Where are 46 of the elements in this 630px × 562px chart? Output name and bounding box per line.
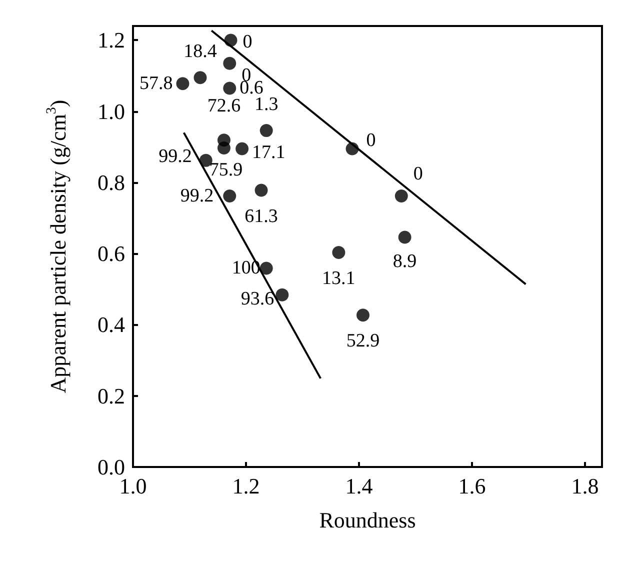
annotation: 18.4 xyxy=(184,41,218,62)
x-tick-label: 1.8 xyxy=(571,474,599,498)
annotation: 8.9 xyxy=(392,250,417,272)
annotation: 17.1 xyxy=(252,142,286,164)
annotation: 0 xyxy=(413,164,423,184)
point xyxy=(276,288,289,302)
point xyxy=(217,141,230,154)
point xyxy=(199,154,212,167)
point xyxy=(398,230,412,244)
point xyxy=(356,308,370,322)
point xyxy=(332,246,346,260)
y-tick-label: 0.2 xyxy=(98,383,125,408)
point xyxy=(223,56,236,70)
annotation: 75.9 xyxy=(209,159,243,180)
annotation: 13.1 xyxy=(322,268,356,290)
annotation: 0 xyxy=(242,32,252,53)
point xyxy=(176,77,190,90)
y-axis-title: Apparent particle density (g/cm3) xyxy=(44,100,70,394)
y-tick-label: 1.2 xyxy=(98,28,125,53)
y-tick-label: 0.6 xyxy=(98,241,125,266)
point xyxy=(236,142,249,156)
point xyxy=(346,142,359,156)
point xyxy=(223,190,236,202)
y-tick-label: 1.0 xyxy=(98,98,125,124)
x-tick-label: 1.2 xyxy=(232,474,260,498)
point xyxy=(223,82,236,95)
point xyxy=(194,71,207,84)
point xyxy=(260,124,273,138)
x-axis-title: Roundness xyxy=(319,508,416,532)
point xyxy=(394,190,408,202)
point xyxy=(224,34,238,47)
annotation: 99.2 xyxy=(180,186,214,206)
x-tick-label: 1.4 xyxy=(345,474,373,498)
annotation: 61.3 xyxy=(244,206,278,227)
annotation: 52.9 xyxy=(346,330,380,352)
annotation: 0 xyxy=(366,130,376,152)
annotation: 99.2 xyxy=(158,146,192,167)
point xyxy=(254,184,268,197)
y-tick-label: 0.8 xyxy=(98,170,125,195)
x-tick-label: 1.6 xyxy=(458,474,486,498)
annotation: 1.3 xyxy=(254,94,278,116)
y-tick-label: 0.4 xyxy=(98,312,125,338)
annotation: 93.6 xyxy=(240,288,274,310)
annotation: 57.8 xyxy=(139,73,173,94)
annotation: 72.6 xyxy=(207,96,241,117)
point xyxy=(260,262,273,275)
